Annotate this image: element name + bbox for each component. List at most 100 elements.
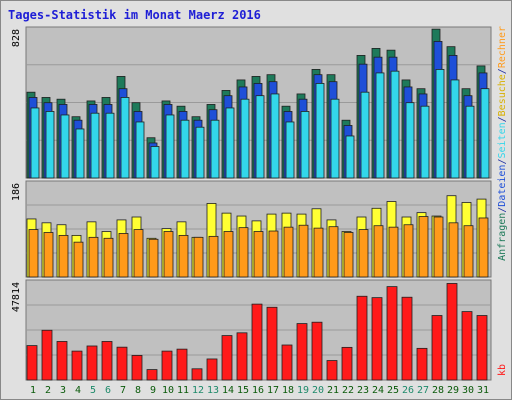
legend-separator: /	[497, 207, 508, 213]
day-label: 28	[432, 385, 444, 396]
day-label: 30	[462, 385, 474, 396]
legend-separator: /	[497, 159, 508, 165]
day-label: 18	[282, 385, 294, 396]
day-label: 19	[297, 385, 309, 396]
bar-seiten-day-6	[105, 112, 115, 179]
day-label: 10	[162, 385, 174, 396]
bar-kb-day-25	[386, 286, 398, 381]
bar-rechner-day-4	[73, 241, 84, 278]
bar-seiten-day-21	[330, 98, 340, 179]
bar-kb-day-19	[296, 323, 308, 381]
day-label: 14	[222, 385, 234, 396]
panel-bottom-max-label: 47814	[11, 282, 22, 312]
bar-seiten-day-15	[240, 98, 250, 179]
day-label: 31	[477, 385, 489, 396]
bar-seiten-day-7	[120, 97, 130, 179]
bar-rechner-day-11	[178, 234, 189, 278]
bar-rechner-day-27	[418, 216, 429, 278]
bar-rechner-day-14	[223, 231, 234, 278]
bar-rechner-day-31	[478, 217, 489, 278]
bar-rechner-day-18	[283, 226, 294, 278]
legend-entry: Dateien	[497, 165, 508, 207]
bar-kb-day-10	[161, 350, 173, 381]
day-label: 9	[150, 385, 156, 396]
bar-rechner-day-24	[373, 225, 384, 278]
bar-seiten-day-31	[480, 88, 490, 179]
bar-rechner-day-7	[118, 233, 129, 278]
day-axis-labels: 1 2 3 4 5 6 7 8 9 10 11 12 13 14 15 16 17 18 19 20 21 22 23 24 2…	[30, 385, 489, 396]
day-label: 15	[237, 385, 249, 396]
bar-seiten-day-26	[405, 102, 415, 179]
day-label: 1	[30, 385, 36, 396]
bar-seiten-day-10	[165, 114, 175, 179]
bar-rechner-day-20	[313, 227, 324, 278]
bar-kb-day-30	[461, 311, 473, 381]
bar-kb-day-17	[266, 306, 278, 381]
bar-seiten-day-11	[180, 119, 190, 179]
bar-rechner-day-8	[133, 229, 144, 278]
bar-rechner-day-6	[103, 237, 114, 278]
bar-seiten-day-17	[270, 93, 280, 179]
day-label: 12	[192, 385, 204, 396]
bar-seiten-day-29	[450, 79, 460, 179]
day-label: 17	[267, 385, 279, 396]
bar-seiten-day-30	[465, 105, 475, 179]
day-label: 23	[357, 385, 369, 396]
chart-title: Tages-Statistik im Monat Maerz 2016	[8, 8, 261, 22]
bar-rechner-day-16	[253, 231, 264, 278]
bar-kb-day-21	[326, 360, 338, 381]
day-label: 5	[90, 385, 96, 396]
day-label: 8	[135, 385, 141, 396]
bar-kb-day-20	[311, 321, 323, 381]
bar-rechner-day-21	[328, 226, 339, 278]
bar-kb-day-8	[131, 355, 143, 381]
legend-entry: Seiten	[497, 122, 508, 158]
bar-kb-day-6	[101, 341, 113, 381]
bar-kb-day-14	[221, 335, 233, 381]
bar-rechner-day-23	[358, 229, 369, 278]
bar-rechner-day-5	[88, 236, 99, 278]
bar-seiten-day-23	[360, 91, 370, 179]
bar-rechner-day-2	[43, 232, 54, 278]
bar-rechner-day-17	[268, 230, 279, 278]
bar-rechner-day-25	[388, 226, 399, 278]
bar-seiten-day-14	[225, 107, 235, 179]
bar-rechner-day-30	[463, 225, 474, 278]
bar-kb-day-13	[206, 358, 218, 381]
bar-kb-day-11	[176, 348, 188, 381]
bar-seiten-day-13	[210, 119, 220, 179]
bar-seiten-day-1	[30, 107, 40, 179]
bar-kb-day-7	[116, 346, 128, 381]
bar-seiten-day-25	[390, 70, 400, 179]
legend-entry: Rechner	[497, 26, 508, 68]
bar-kb-day-12	[191, 368, 203, 381]
bar-kb-day-3	[56, 341, 68, 381]
day-label: 29	[447, 385, 459, 396]
bar-rechner-day-29	[448, 222, 459, 278]
bar-seiten-day-2	[45, 111, 55, 179]
bar-kb-day-24	[371, 297, 383, 381]
day-label: 16	[252, 385, 264, 396]
bar-kb-day-31	[476, 315, 488, 381]
day-label: 11	[177, 385, 189, 396]
bar-kb-day-5	[86, 345, 98, 381]
bar-kb-day-29	[446, 283, 458, 381]
legend-separator: /	[497, 116, 508, 122]
bar-kb-day-2	[41, 329, 53, 381]
legend-top: Anfragen/Dateien/Seiten/Besuche/Rechner	[497, 26, 508, 261]
bar-rechner-day-19	[298, 224, 309, 278]
bar-rechner-day-3	[58, 234, 69, 278]
bar-seiten-day-12	[195, 126, 205, 179]
bar-seiten-day-24	[375, 72, 385, 179]
bar-seiten-day-16	[255, 95, 265, 179]
day-label: 2	[45, 385, 51, 396]
bar-kb-day-4	[71, 350, 83, 381]
bar-kb-day-9	[146, 369, 158, 381]
bar-seiten-day-8	[135, 121, 145, 179]
day-label: 7	[120, 385, 126, 396]
panel-top-max-label: 828	[11, 29, 22, 47]
bar-rechner-day-13	[208, 235, 219, 278]
panel-middle-max-label: 186	[11, 183, 22, 201]
bar-seiten-day-27	[420, 105, 430, 179]
